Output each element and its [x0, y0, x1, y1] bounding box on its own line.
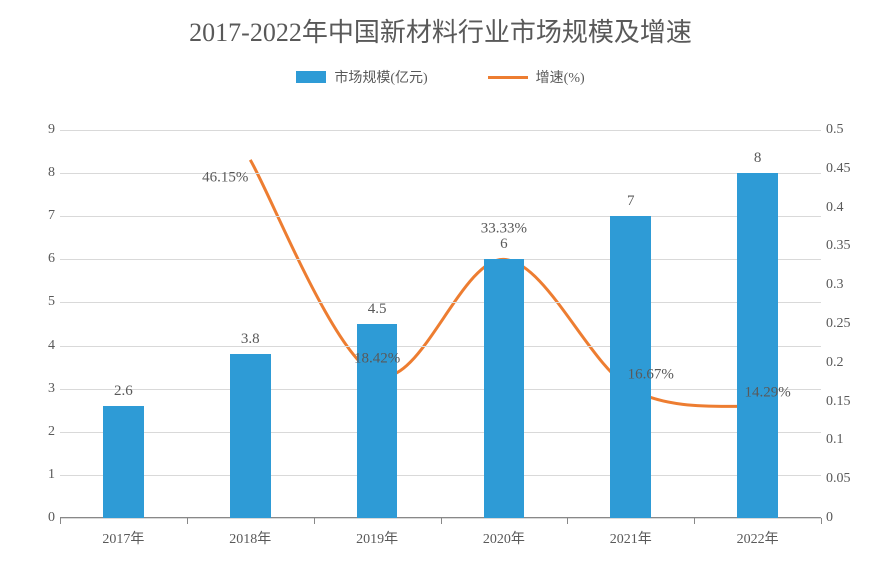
x-tick: 2020年	[483, 528, 525, 548]
chart-container: 2017-2022年中国新材料行业市场规模及增速 市场规模(亿元) 增速(%) …	[0, 0, 881, 573]
y-left-tick: 1	[25, 467, 55, 483]
bar-value-label: 2.6	[114, 383, 133, 400]
plot-area: 012345678900.050.10.150.20.250.30.350.40…	[60, 130, 821, 518]
legend-swatch-bar	[296, 71, 326, 83]
y-right-tick: 0.1	[826, 432, 866, 448]
y-right-tick: 0.35	[826, 238, 866, 254]
x-tick: 2017年	[102, 528, 144, 548]
y-left-tick: 0	[25, 510, 55, 526]
grid-line	[60, 432, 821, 433]
y-left-tick: 8	[25, 165, 55, 181]
legend-item-bar: 市场规模(亿元)	[296, 67, 427, 87]
y-right-tick: 0.2	[826, 355, 866, 371]
bar	[737, 173, 778, 518]
line-value-label: 46.15%	[202, 169, 248, 186]
x-tick: 2022年	[737, 528, 779, 548]
bar-value-label: 6	[500, 236, 508, 253]
y-left-tick: 7	[25, 208, 55, 224]
line-value-label: 18.42%	[354, 351, 400, 368]
y-left-tick: 6	[25, 251, 55, 267]
grid-line	[60, 346, 821, 347]
line-value-label: 16.67%	[628, 366, 674, 383]
y-right-tick: 0.45	[826, 161, 866, 177]
line-value-label: 33.33%	[481, 221, 527, 238]
chart-title: 2017-2022年中国新材料行业市场规模及增速	[0, 0, 881, 49]
x-tick: 2021年	[610, 528, 652, 548]
bar-value-label: 7	[627, 193, 635, 210]
legend-label-bar: 市场规模(亿元)	[334, 67, 427, 87]
y-left-tick: 3	[25, 381, 55, 397]
y-left-tick: 2	[25, 424, 55, 440]
legend: 市场规模(亿元) 增速(%)	[0, 67, 881, 87]
grid-line	[60, 302, 821, 303]
y-right-tick: 0.05	[826, 471, 866, 487]
bar-value-label: 4.5	[368, 301, 387, 318]
legend-item-line: 增速(%)	[488, 67, 585, 87]
growth-line	[60, 130, 821, 518]
y-right-tick: 0.25	[826, 316, 866, 332]
x-tick: 2019年	[356, 528, 398, 548]
y-right-tick: 0.4	[826, 200, 866, 216]
x-tick: 2018年	[229, 528, 271, 548]
bar-value-label: 8	[754, 150, 762, 167]
grid-line	[60, 130, 821, 131]
grid-line	[60, 389, 821, 390]
bar-value-label: 3.8	[241, 331, 260, 348]
y-left-tick: 9	[25, 122, 55, 138]
grid-line	[60, 259, 821, 260]
grid-line	[60, 173, 821, 174]
y-right-tick: 0.15	[826, 394, 866, 410]
legend-label-line: 增速(%)	[536, 67, 585, 87]
y-right-tick: 0.5	[826, 122, 866, 138]
bar	[484, 259, 525, 518]
bar	[230, 354, 271, 518]
y-left-tick: 4	[25, 338, 55, 354]
legend-swatch-line	[488, 76, 528, 79]
y-right-tick: 0	[826, 510, 866, 526]
y-right-tick: 0.3	[826, 277, 866, 293]
line-value-label: 14.29%	[744, 385, 790, 402]
grid-line	[60, 216, 821, 217]
y-left-tick: 5	[25, 294, 55, 310]
grid-line	[60, 475, 821, 476]
bar	[103, 406, 144, 518]
